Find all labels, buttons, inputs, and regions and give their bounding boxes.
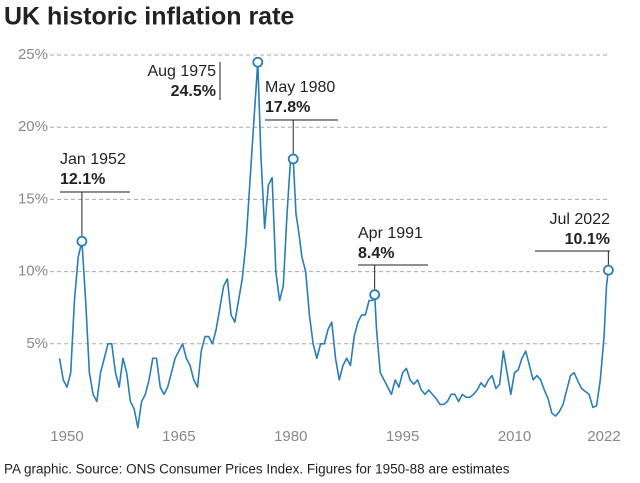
y-tick-label: 5% bbox=[26, 335, 48, 352]
annotation-date: May 1980 bbox=[265, 79, 335, 96]
inflation-line bbox=[58, 61, 610, 429]
chart-title: UK historic inflation rate bbox=[4, 3, 294, 31]
annotation-date: Jul 2022 bbox=[550, 211, 611, 228]
annotation-marker bbox=[369, 289, 381, 301]
x-tick-label: 2022 bbox=[587, 428, 620, 445]
annotation-date: Apr 1991 bbox=[358, 225, 423, 242]
x-tick-label: 1950 bbox=[50, 428, 83, 445]
annotation-value: 17.8% bbox=[265, 99, 310, 116]
x-tick-label: 2010 bbox=[498, 428, 531, 445]
x-tick-label: 1965 bbox=[162, 428, 195, 445]
source-note: PA graphic. Source: ONS Consumer Prices … bbox=[4, 462, 510, 477]
annotation-marker bbox=[252, 56, 264, 68]
annotation-value: 12.1% bbox=[60, 171, 105, 188]
x-tick-label: 1995 bbox=[386, 428, 419, 445]
x-tick-label: 1980 bbox=[274, 428, 307, 445]
y-tick-label: 15% bbox=[18, 190, 48, 207]
annotation-value: 10.1% bbox=[565, 231, 610, 248]
annotation-marker bbox=[76, 235, 88, 247]
annotation-date: Jan 1952 bbox=[60, 151, 126, 168]
annotation-marker bbox=[602, 264, 614, 276]
y-tick-label: 25% bbox=[18, 46, 48, 63]
annotation-value: 24.5% bbox=[171, 83, 216, 100]
y-tick-label: 20% bbox=[18, 118, 48, 135]
annotation-date: Aug 1975 bbox=[147, 63, 216, 80]
annotation-marker bbox=[287, 153, 299, 165]
y-tick-label: 10% bbox=[18, 263, 48, 280]
annotation-value: 8.4% bbox=[358, 245, 394, 262]
